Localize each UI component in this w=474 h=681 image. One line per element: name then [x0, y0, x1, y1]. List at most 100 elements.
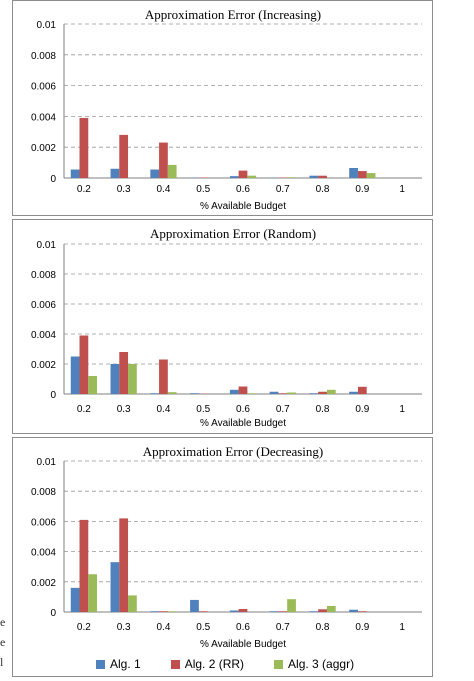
- y-tick-label-random-2: 0.004: [31, 330, 56, 341]
- x-tick-label-increasing-7: 0.9: [355, 184, 369, 195]
- y-tick-label-random-0: 0: [50, 390, 56, 401]
- side-text-fragment-3: l: [0, 655, 4, 669]
- bar-increasing-s2-c1: [119, 134, 129, 178]
- x-axis-label-increasing: % Available Budget: [200, 201, 286, 212]
- side-text-fragment-2: e: [0, 635, 6, 649]
- bar-increasing-s2-c4: [238, 170, 248, 178]
- bar-decreasing-s2-c1: [119, 518, 129, 612]
- chart-legend: Alg. 1 Alg. 2 (RR) Alg. 3 (aggr): [96, 655, 436, 673]
- bar-increasing-s2-c7: [357, 171, 367, 178]
- bar-increasing-s3-c5: [287, 177, 296, 178]
- legend-swatch-alg2: [170, 659, 180, 669]
- y-tick-label-increasing-2: 0.004: [31, 112, 56, 123]
- y-tick-label-decreasing-4: 0.008: [31, 487, 56, 498]
- chart-decreasing-svg: 0 0.002 0.004 0.006 0.008 0.01 0.2 0.3 0.4 0.5 0.6…: [12, 437, 433, 677]
- x-tick-label-decreasing-8: 1: [399, 622, 405, 633]
- x-tick-label-increasing-2: 0.4: [156, 184, 170, 195]
- x-tick-label-random-6: 0.8: [316, 404, 330, 415]
- bar-random-s2-c5: [278, 393, 288, 394]
- bar-random-s2-c4: [238, 386, 248, 394]
- chart-panel-increasing: 0 0.002 0.004 0.006 0.008 0.01 0.2 0.3 0.4 0.5 0.6…: [12, 0, 433, 216]
- x-tick-label-random-4: 0.6: [236, 404, 250, 415]
- bar-increasing-s1-c0: [70, 169, 80, 178]
- bar-random-s1-c0: [70, 356, 80, 394]
- bar-decreasing-s2-c0: [79, 519, 89, 612]
- x-tick-label-decreasing-0: 0.2: [77, 622, 91, 633]
- x-tick-label-random-1: 0.3: [117, 404, 131, 415]
- bar-decreasing-s1-c4: [229, 610, 239, 612]
- bar-decreasing-s3-c0: [88, 574, 98, 612]
- bar-increasing-s1-c1: [110, 168, 120, 178]
- bar-decreasing-s2-c4: [238, 608, 248, 612]
- bar-random-s1-c6: [309, 393, 319, 394]
- bar-random-s2-c7: [357, 386, 367, 394]
- x-tick-label-increasing-0: 0.2: [77, 184, 91, 195]
- legend-label-alg1: Alg. 1: [110, 657, 141, 671]
- legend-swatch-alg1: [96, 659, 105, 669]
- bar-increasing-s1-c4: [229, 176, 239, 178]
- x-tick-label-decreasing-6: 0.8: [316, 622, 330, 633]
- y-tick-label-decreasing-0: 0: [50, 608, 56, 619]
- bar-decreasing-s3-c2: [167, 611, 177, 612]
- bar-decreasing-s3-c6: [326, 605, 336, 612]
- bar-increasing-s2-c0: [79, 117, 89, 178]
- bar-random-s1-c3: [190, 393, 199, 394]
- x-tick-label-decreasing-2: 0.4: [156, 622, 170, 633]
- bar-increasing-s3-c2: [167, 164, 177, 178]
- x-tick-label-random-8: 1: [399, 404, 405, 415]
- legend-item-alg2: Alg. 2 (RR): [170, 657, 245, 671]
- chart-panel-decreasing: 0 0.002 0.004 0.006 0.008 0.01 0.2 0.3 0.4 0.5 0.6…: [12, 437, 433, 677]
- bar-random-s2-c6: [318, 391, 327, 394]
- bar-decreasing-s1-c0: [70, 587, 80, 612]
- y-tick-label-increasing-0: 0: [50, 174, 56, 185]
- bar-random-s1-c7: [349, 391, 358, 394]
- bar-increasing-s2-c2: [159, 142, 168, 178]
- bar-random-s1-c4: [229, 389, 239, 394]
- bar-decreasing-s2-c6: [318, 609, 327, 612]
- chart-title-decreasing: Approximation Error (Decreasing): [143, 444, 324, 459]
- x-tick-label-increasing-8: 1: [399, 184, 405, 195]
- bar-random-s1-c2: [150, 393, 160, 394]
- bar-decreasing-s2-c2: [159, 611, 168, 612]
- legend-item-alg3: Alg. 3 (aggr): [274, 657, 354, 671]
- bar-increasing-s1-c2: [150, 169, 160, 178]
- x-tick-label-increasing-6: 0.8: [316, 184, 330, 195]
- legend-label-alg3: Alg. 3 (aggr): [288, 657, 355, 671]
- x-tick-label-random-7: 0.9: [355, 404, 369, 415]
- chart-title-random: Approximation Error (Random): [150, 226, 316, 241]
- bar-decreasing-s1-c6: [309, 611, 319, 612]
- bar-random-s1-c5: [269, 391, 279, 394]
- bar-decreasing-s1-c2: [150, 611, 160, 612]
- bar-decreasing-s3-c5: [287, 599, 296, 612]
- bar-random-s3-c6: [326, 389, 336, 394]
- x-tick-label-decreasing-3: 0.5: [196, 622, 210, 633]
- chart-border-random: [12, 219, 433, 434]
- x-axis-label-decreasing: % Available Budget: [200, 639, 286, 650]
- y-tick-label-decreasing-5: 0.01: [37, 457, 57, 468]
- y-tick-label-increasing-4: 0.008: [31, 51, 56, 62]
- bar-random-s1-c1: [110, 364, 120, 394]
- bar-random-s2-c2: [159, 359, 168, 394]
- legend-swatch-alg3: [274, 659, 284, 669]
- x-tick-label-random-0: 0.2: [77, 404, 91, 415]
- y-tick-label-increasing-1: 0.002: [31, 143, 56, 154]
- y-tick-label-decreasing-2: 0.004: [31, 548, 56, 559]
- side-text-fragment-1: e: [0, 615, 6, 629]
- bar-decreasing-s2-c5: [278, 611, 288, 612]
- x-tick-label-increasing-3: 0.5: [196, 184, 210, 195]
- x-tick-label-decreasing-4: 0.6: [236, 622, 250, 633]
- bar-random-s2-c1: [119, 352, 129, 394]
- x-tick-label-random-5: 0.7: [276, 404, 290, 415]
- chart-title-increasing: Approximation Error (Increasing): [145, 7, 321, 22]
- y-tick-label-random-4: 0.008: [31, 270, 56, 281]
- chart-increasing-svg: 0 0.002 0.004 0.006 0.008 0.01 0.2 0.3 0.4 0.5 0.6…: [12, 0, 433, 216]
- y-tick-label-decreasing-1: 0.002: [31, 578, 56, 589]
- chart-border-increasing: [12, 0, 433, 216]
- bar-increasing-s1-c7: [349, 167, 358, 178]
- x-tick-label-decreasing-1: 0.3: [117, 622, 131, 633]
- bar-random-s3-c2: [167, 392, 177, 394]
- bar-increasing-s1-c6: [309, 175, 319, 178]
- bar-random-s2-c0: [79, 335, 89, 394]
- bar-decreasing-s2-c3: [198, 611, 208, 612]
- legend-label-alg2: Alg. 2 (RR): [184, 657, 245, 671]
